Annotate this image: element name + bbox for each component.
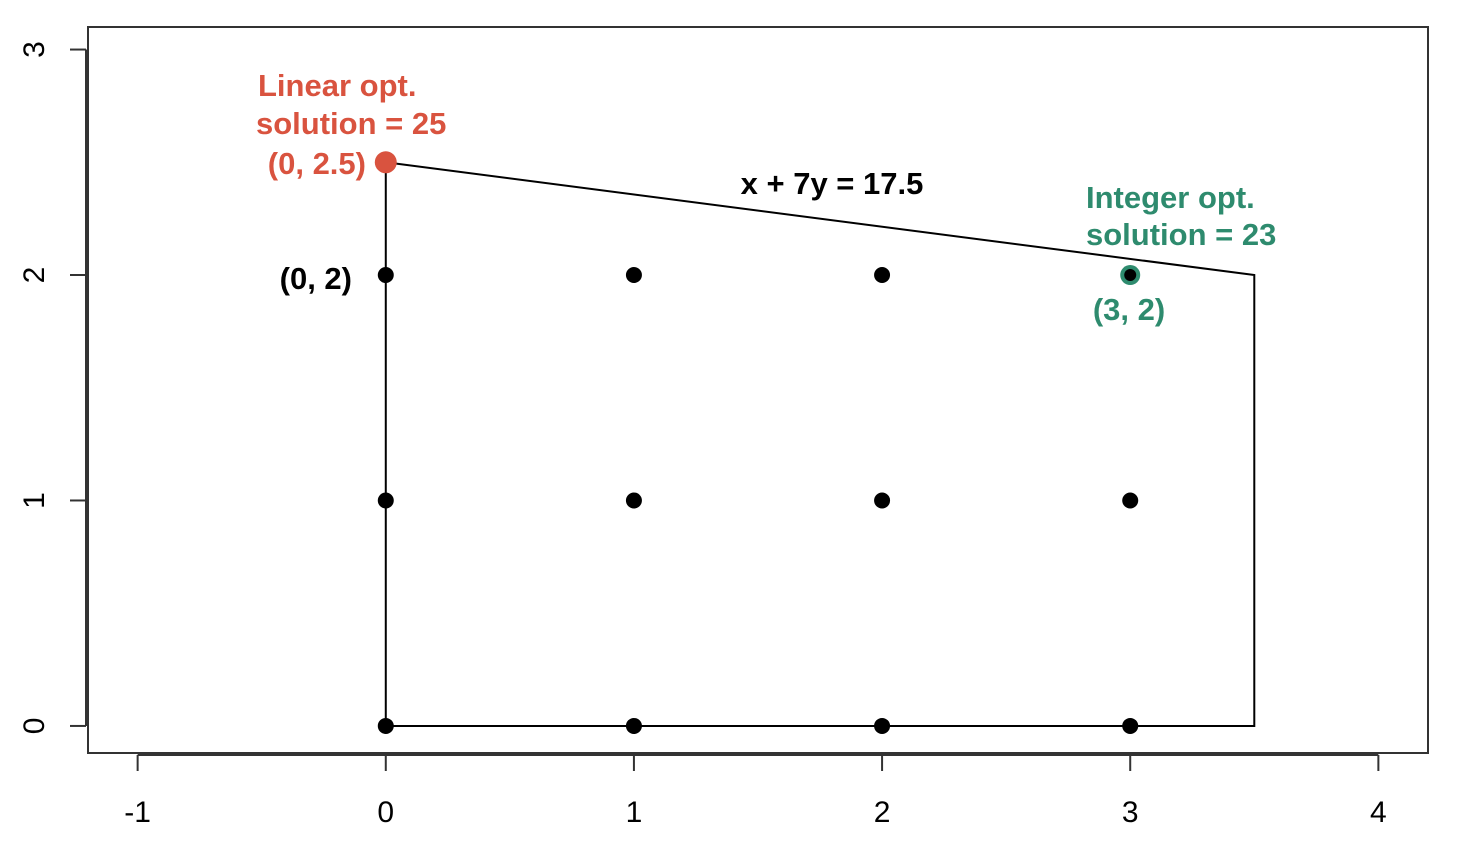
y-tick-label: 0	[18, 718, 51, 735]
integer-point	[625, 267, 642, 284]
x-tick-label: 1	[626, 796, 643, 829]
integer-point	[874, 267, 891, 284]
integer-point	[1122, 492, 1139, 509]
linear-opt-coord: (0, 2.5)	[268, 146, 366, 181]
y-tick-label: 2	[18, 267, 51, 284]
integer-points	[377, 267, 1139, 734]
y-axis: 0 1 2 3	[18, 41, 87, 735]
integer-opt-label-line2: solution = 23	[1086, 217, 1276, 252]
integer-point	[1122, 717, 1139, 734]
optimum-markers	[374, 151, 1141, 286]
feasible-region	[384, 161, 1256, 727]
integer-point	[377, 717, 394, 734]
x-tick-label: 4	[1370, 796, 1387, 829]
integer-point	[377, 492, 394, 509]
x-tick-label: 3	[1122, 796, 1139, 829]
linear-opt-label-line2: solution = 25	[256, 106, 446, 141]
y-tick-label: 3	[18, 41, 51, 58]
integer-point	[874, 717, 891, 734]
x-tick-label: -1	[124, 796, 151, 829]
linear-opt-label-line1: Linear opt.	[258, 68, 416, 103]
point-label-0-2: (0, 2)	[280, 261, 352, 296]
constraint-label: x + 7y = 17.5	[741, 166, 924, 201]
linear-optimum-point	[374, 151, 397, 174]
integer-point	[625, 492, 642, 509]
integer-opt-coord: (3, 2)	[1093, 292, 1165, 327]
integer-point	[874, 492, 891, 509]
integer-point	[625, 717, 642, 734]
x-tick-label: 0	[377, 796, 394, 829]
integer-opt-label-line1: Integer opt.	[1086, 180, 1255, 215]
x-axis: -1 0 1 2 3 4	[124, 754, 1387, 829]
integer-point	[377, 267, 394, 284]
y-tick-label: 1	[18, 492, 51, 509]
x-tick-label: 2	[874, 796, 891, 829]
plot-frame	[87, 26, 1429, 754]
integer-optimum-center	[1124, 269, 1137, 282]
